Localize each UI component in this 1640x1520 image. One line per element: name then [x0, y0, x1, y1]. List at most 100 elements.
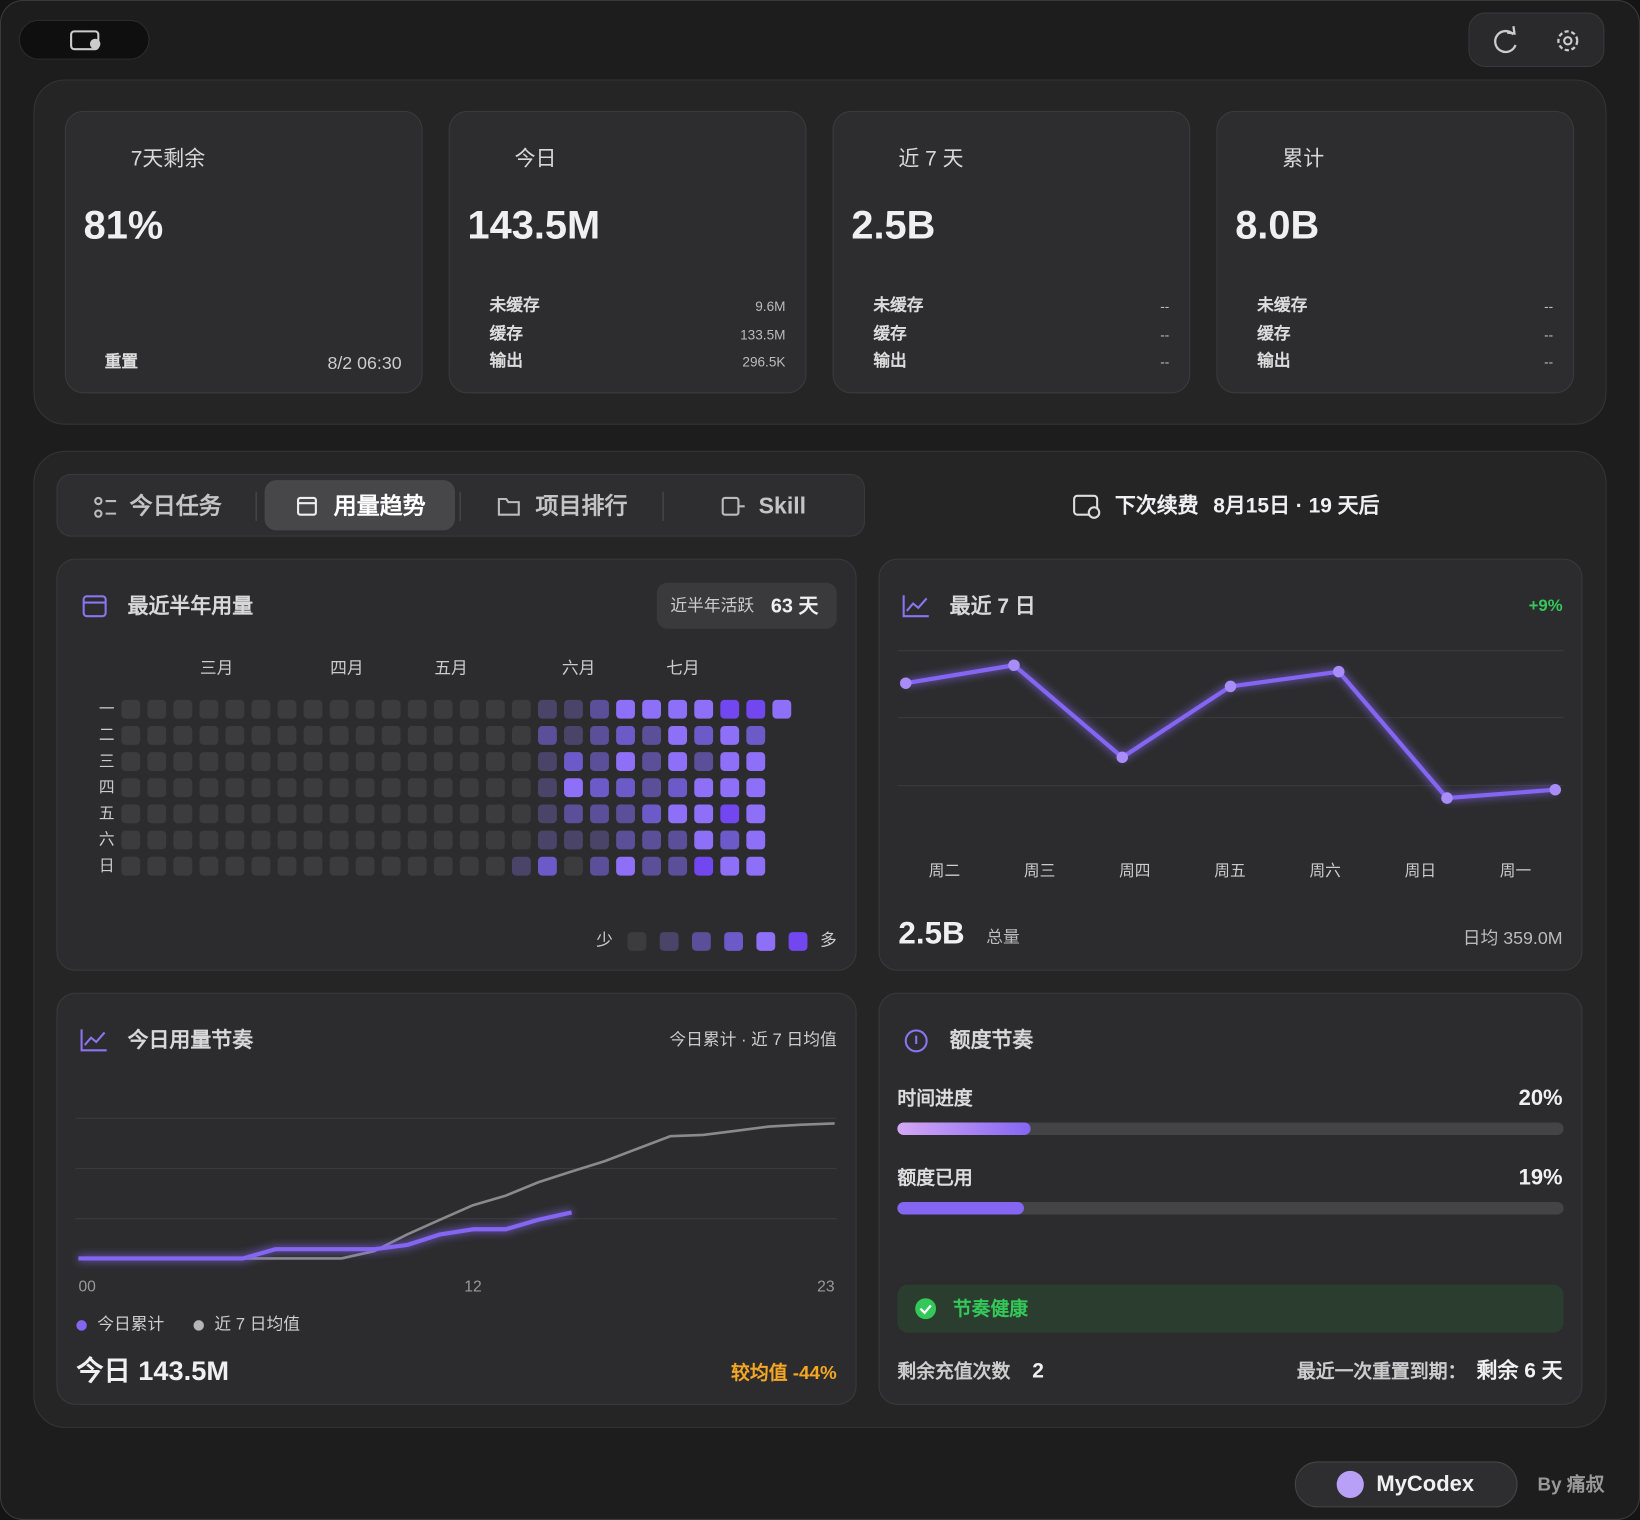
month-label: 五月: [434, 660, 468, 678]
summary-card: [64, 110, 423, 394]
card-title: 累计: [1282, 147, 1325, 171]
badge-value: 63 天: [770, 595, 819, 618]
heat-cell: [642, 804, 662, 824]
total-value: 2.5B: [898, 916, 965, 951]
recharge-label: 剩余充值次数: [897, 1360, 1011, 1382]
card-footer-label: 重置: [104, 353, 139, 372]
recharge-value: 2: [1032, 1359, 1044, 1383]
x-tick-label: 周日: [1404, 862, 1437, 881]
author: By 痛叔: [1537, 1473, 1605, 1495]
heat-cell: [433, 699, 453, 719]
heat-cell: [746, 804, 766, 824]
heat-cell: [303, 804, 323, 824]
legend-label: 近 7 日均值: [214, 1315, 300, 1334]
legend-value: --: [1544, 354, 1554, 370]
heat-cell: [121, 699, 141, 719]
app-badge[interactable]: [1294, 1461, 1518, 1508]
heat-cell: [303, 725, 323, 745]
heat-cell: [616, 778, 635, 798]
legend-label: 今日累计: [97, 1315, 165, 1334]
heat-cell: [668, 725, 688, 745]
tab[interactable]: 今日任务: [129, 492, 222, 519]
app-icon: [1336, 1470, 1364, 1499]
heat-cell: [746, 725, 766, 745]
heat-cell: [147, 725, 167, 745]
heat-cell: [720, 804, 740, 824]
badge-label: 近半年活跃: [670, 597, 755, 616]
heat-cell: [251, 856, 271, 876]
heat-cell: [642, 778, 662, 798]
heat-cell: [668, 830, 688, 850]
point: [1116, 751, 1129, 764]
tab-icons: [94, 494, 1101, 519]
x-tick-label: 23: [817, 1277, 835, 1296]
heat-cell: [147, 752, 167, 771]
heat-cell: [694, 725, 714, 745]
heat-cell: [381, 778, 401, 798]
x-tick-label: 周三: [1023, 862, 1056, 881]
tab[interactable]: Skill: [758, 492, 806, 519]
heat-cell: [433, 778, 453, 798]
active-tab[interactable]: [264, 480, 455, 531]
weekday-label: 三: [98, 752, 115, 771]
heat-cell: [459, 804, 479, 824]
app-name[interactable]: MyCodex: [1376, 1472, 1475, 1497]
card-title: 额度节奏: [949, 1029, 1034, 1053]
heat-cell: [407, 699, 427, 719]
heat-cell: [538, 778, 557, 798]
heat-cell: [485, 804, 505, 824]
heat-cell: [173, 804, 193, 824]
heat-cell: [720, 856, 740, 876]
heat-cell: [147, 830, 167, 850]
x-tick-label: 00: [78, 1277, 96, 1296]
heat-cell: [746, 778, 766, 798]
heat-cell: [694, 752, 714, 771]
heat-cell: [381, 752, 401, 771]
heat-cell: [564, 699, 583, 719]
card-title: 今日用量节奏: [127, 1029, 254, 1053]
card-value: 8.0B: [1235, 203, 1320, 248]
heat-cell: [381, 804, 401, 824]
card-value: 2.5B: [851, 203, 936, 248]
progress-fill: [897, 1201, 1024, 1215]
change: +9%: [1528, 597, 1563, 616]
heat-cell: [590, 856, 609, 876]
heat-cell: [251, 725, 271, 745]
heat-cell: [694, 830, 714, 850]
total-label: 总量: [986, 928, 1020, 947]
heat-cell: [199, 804, 219, 824]
heat-cell: [564, 830, 583, 850]
heat-cell: [121, 725, 141, 745]
heat-cell: [590, 699, 609, 719]
heat-cell: [642, 830, 662, 850]
heat-cell: [381, 699, 401, 719]
renewal-value: 8月15日 · 19 天后: [1213, 494, 1380, 518]
heat-cell: [616, 699, 635, 719]
heat-cell: [590, 778, 609, 798]
point: [899, 677, 912, 689]
tab[interactable]: 项目排行: [535, 492, 628, 519]
heat-cell: [407, 725, 427, 745]
heat-cell: [433, 725, 453, 745]
heat-cell: [329, 804, 349, 824]
card-title: 最近 7 日: [949, 595, 1036, 619]
heat-cell: [173, 830, 193, 850]
heat-cell: [433, 856, 453, 876]
settings-icon[interactable]: [1557, 30, 1579, 52]
heat-cell: [381, 856, 401, 876]
tab[interactable]: 用量趋势: [333, 492, 426, 519]
status: 节奏健康: [952, 1298, 1029, 1320]
refresh-icon[interactable]: [1494, 29, 1517, 54]
heat-cell: [251, 830, 271, 850]
heat-cell: [746, 752, 766, 771]
account-button[interactable]: [18, 19, 150, 60]
heat-cell: [147, 778, 167, 798]
heat-cell: [121, 752, 141, 771]
reset-label: 最近一次重置到期：: [1296, 1360, 1467, 1382]
heat-cell: [694, 804, 714, 824]
heat-cell: [746, 830, 766, 850]
heat-cell: [355, 856, 375, 876]
heat-cell: [590, 804, 609, 824]
heat-cell: [173, 725, 193, 745]
